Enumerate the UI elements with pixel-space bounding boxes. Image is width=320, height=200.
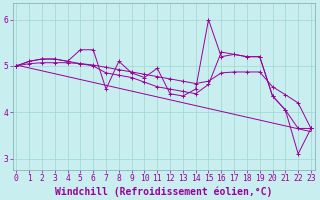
X-axis label: Windchill (Refroidissement éolien,°C): Windchill (Refroidissement éolien,°C) xyxy=(55,186,272,197)
